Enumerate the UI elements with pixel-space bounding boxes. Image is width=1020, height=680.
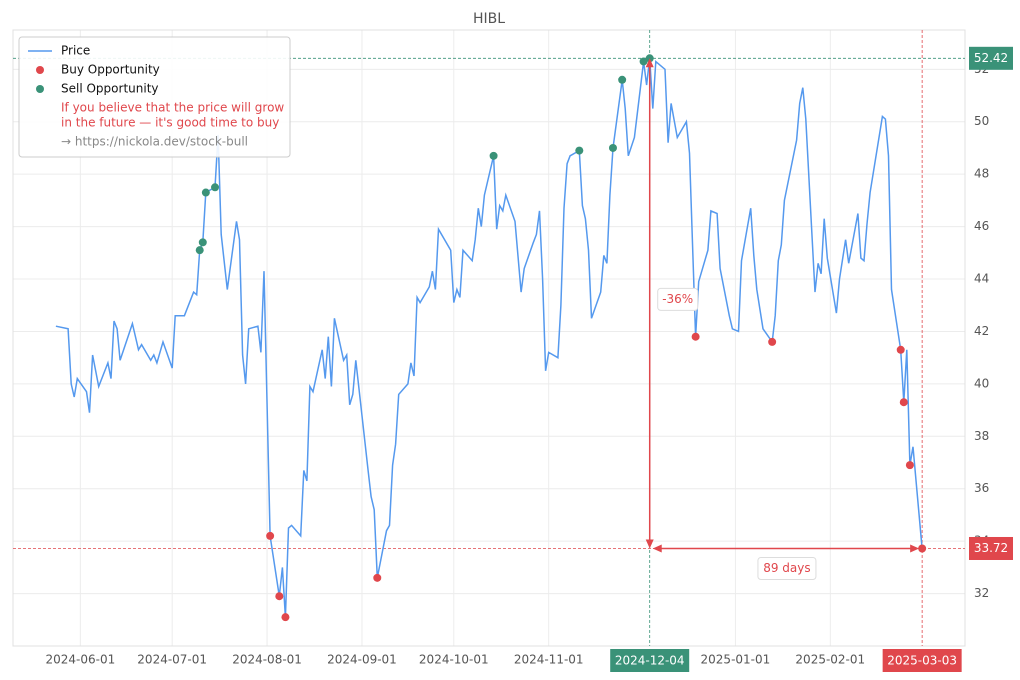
signal-point	[905, 461, 914, 470]
x-tick-label: 2025-02-01	[795, 653, 865, 667]
y-tick-label: 48	[974, 167, 989, 181]
arrow-head	[645, 539, 654, 549]
y-tick-label: 38	[974, 429, 989, 443]
arrow-head	[910, 544, 920, 553]
duration-label: 89 days	[763, 561, 810, 575]
signal-point	[489, 151, 498, 160]
x-tick-label: 2024-09-01	[327, 653, 397, 667]
x-tick-label: 2024-08-01	[232, 653, 302, 667]
y-tick-label: 36	[974, 481, 989, 495]
x-tick-label: 2025-01-01	[701, 653, 771, 667]
signal-point	[899, 398, 908, 407]
legend-note: in the future — it's good time to buy	[61, 116, 279, 130]
signal-point	[691, 332, 700, 341]
x-tick-label: 2024-11-01	[514, 653, 584, 667]
date-tag	[882, 649, 962, 672]
value-tag	[969, 536, 1013, 560]
y-tick-label: 32	[974, 586, 989, 600]
signal-point	[608, 143, 617, 152]
signal-point	[211, 183, 220, 192]
legend-box	[18, 36, 291, 158]
chart-title: HIBL	[473, 11, 505, 27]
arrow-head	[645, 58, 654, 68]
signal-point	[275, 592, 284, 601]
legend-label: Sell Opportunity	[61, 82, 159, 96]
date-tag-label: 2025-03-03	[887, 654, 957, 668]
x-tick-label: 2024-06-01	[45, 653, 115, 667]
signal-point	[201, 188, 210, 197]
value-tag	[969, 46, 1013, 70]
legend-note: If you believe that the price will grow	[61, 101, 284, 115]
signal-point	[768, 337, 777, 346]
y-tick-label: 50	[974, 114, 989, 128]
y-tick-label: 40	[974, 376, 989, 390]
signal-point	[195, 246, 204, 255]
x-tick-label: 2024-07-01	[137, 653, 207, 667]
change-label: -36%	[662, 292, 693, 306]
plot-frame	[12, 29, 966, 647]
signal-point	[896, 345, 905, 354]
arrow-head	[652, 544, 662, 553]
legend-dot	[36, 85, 44, 93]
x-tick-label: 2024-10-01	[419, 653, 489, 667]
change-label-box	[657, 287, 699, 311]
date-tag	[610, 649, 690, 672]
value-tag-label: 33.72	[974, 541, 1008, 555]
value-tag-label: 52.42	[974, 51, 1008, 65]
legend-dot	[36, 66, 44, 74]
signal-point	[918, 544, 927, 553]
y-tick-label: 44	[974, 272, 989, 286]
y-tick-label: 46	[974, 219, 989, 233]
y-tick-label: 42	[974, 324, 989, 338]
legend-label: Price	[61, 44, 90, 58]
signal-point	[266, 531, 275, 540]
legend-label: Buy Opportunity	[61, 63, 160, 77]
signal-point	[198, 238, 207, 247]
date-tag-label: 2024-12-04	[615, 654, 685, 668]
signal-point	[575, 146, 584, 155]
signal-point	[639, 57, 648, 66]
legend: Price Buy Opportunity Sell Opportunity If y…	[18, 36, 291, 158]
duration-label-box	[757, 556, 817, 580]
signal-point	[618, 75, 627, 84]
signal-point	[373, 573, 382, 582]
signal-point	[281, 613, 290, 622]
legend-link: → https://nickola.dev/stock-bull	[61, 135, 248, 149]
